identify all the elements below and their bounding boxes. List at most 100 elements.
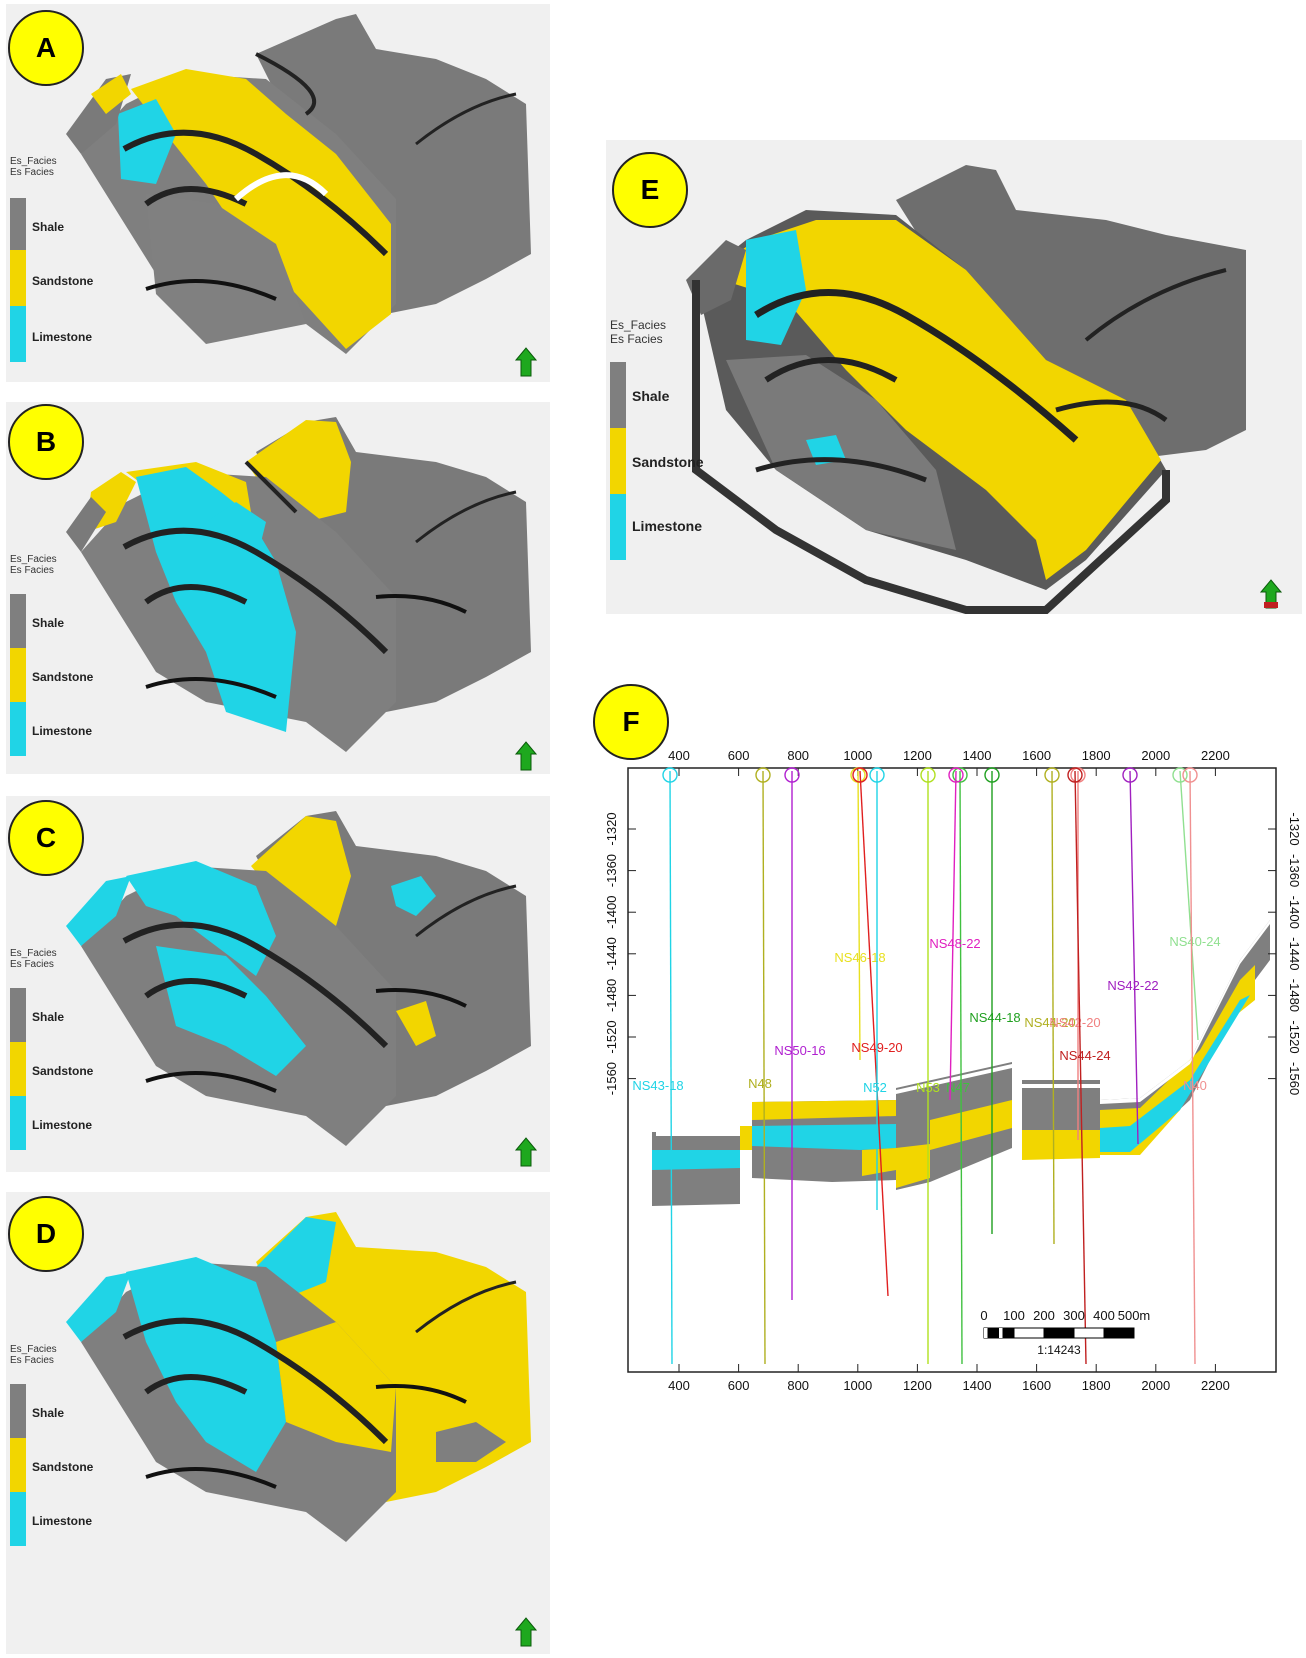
- legend-swatch-shale: [10, 594, 26, 648]
- x-tick-top-label: 2200: [1201, 748, 1230, 763]
- panel-a: Es_Facies Es Facies Shale Sandstone Lime…: [6, 4, 550, 382]
- legend-title-1: Es_Facies: [10, 948, 57, 959]
- well-head-icon: [948, 767, 964, 783]
- well-trajectory: [1129, 770, 1139, 1145]
- legend-title-1: Es_Facies: [10, 554, 57, 565]
- y-tick-right-label: -1440: [1287, 937, 1302, 970]
- panel-d: Es_Facies Es Facies Shale Sandstone Lime…: [6, 1192, 550, 1654]
- well-trajectory: [1074, 770, 1087, 1365]
- x-tick-top-label: 2000: [1141, 748, 1170, 763]
- well-label: NS40-24: [1169, 934, 1220, 949]
- north-arrow-icon: [514, 347, 538, 377]
- well-label: N40: [1183, 1078, 1207, 1093]
- x-tick-top-label: 1800: [1082, 748, 1111, 763]
- well-head-icon: [952, 767, 968, 783]
- legend-swatch-sandstone: [10, 648, 26, 702]
- well-label: NS42-20: [1049, 1015, 1100, 1030]
- legend: Es_Facies Es Facies Shale Sandstone Lime…: [610, 318, 720, 578]
- facies-model-c: [66, 811, 531, 1146]
- x-tick-top-label: 1000: [843, 748, 872, 763]
- x-tick-top-label: 1400: [963, 748, 992, 763]
- legend-title-1: Es_Facies: [10, 1344, 57, 1355]
- legend: Es_Facies Es Facies Shale Sandstone Lime…: [10, 554, 120, 756]
- scale-bar-tick-label: 0: [980, 1308, 987, 1323]
- legend-label-shale: Shale: [632, 388, 670, 404]
- well-head-icon: [1044, 767, 1060, 783]
- cross-section-frame: [627, 767, 1277, 1373]
- scale-bar-subsegment: [991, 1328, 995, 1338]
- legend-label-sandstone: Sandstone: [632, 454, 704, 470]
- x-tick-top-label: 1200: [903, 748, 932, 763]
- well-trajectory: [949, 770, 957, 1101]
- facies-model-e: [686, 165, 1246, 614]
- legend-label-shale: Shale: [32, 616, 65, 630]
- scale-ratio-label: 1:14243: [1037, 1343, 1081, 1357]
- legend-title-2: Es Facies: [10, 1355, 54, 1366]
- scale-bar-subsegment: [984, 1328, 988, 1338]
- legend-swatch-shale: [10, 198, 26, 250]
- y-tick-right-label: -1560: [1287, 1062, 1302, 1095]
- well-head-icon: [1070, 767, 1086, 783]
- panel-badge-e: E: [612, 152, 688, 228]
- scale-bar-segment: [1013, 1327, 1045, 1339]
- legend-label-limestone: Limestone: [32, 1514, 93, 1528]
- legend-label-shale: Shale: [32, 220, 65, 234]
- well-trajectory: [1189, 770, 1196, 1365]
- well-trajectory: [959, 770, 963, 1365]
- legend: Es_Facies Es Facies Shale Sandstone Lime…: [10, 948, 120, 1150]
- well-label: NS48-22: [929, 936, 980, 951]
- facies-model-a: [66, 14, 531, 354]
- scale-bar-subsegment: [999, 1328, 1003, 1338]
- legend-label-limestone: Limestone: [632, 518, 703, 534]
- x-tick-bottom-label: 600: [728, 1378, 750, 1393]
- y-tick-right-label: -1480: [1287, 979, 1302, 1012]
- legend-label-shale: Shale: [32, 1010, 65, 1024]
- well-label: NS42-22: [1107, 978, 1158, 993]
- well-trajectory: [857, 770, 861, 1061]
- legend-swatch-limestone: [10, 306, 26, 362]
- well-label: NS44-18: [969, 1010, 1020, 1025]
- panel-badge-d: D: [8, 1196, 84, 1272]
- x-tick-bottom-label: 2200: [1201, 1378, 1230, 1393]
- panel-e: Es_Facies Es Facies Shale Sandstone Lime…: [606, 140, 1302, 614]
- x-tick-bottom-label: 1200: [903, 1378, 932, 1393]
- panel-badge-f: F: [593, 684, 669, 760]
- legend-title-1: Es_Facies: [10, 156, 57, 167]
- scale-bar-segment: [1043, 1327, 1075, 1339]
- scale-bar-tick-label: 100: [1003, 1308, 1025, 1323]
- scale-bar-segment: [1103, 1327, 1135, 1339]
- legend: Es_Facies Es Facies Shale Sandstone Lime…: [10, 1344, 120, 1546]
- x-tick-top-label: 800: [787, 748, 809, 763]
- legend-title-1: Es_Facies: [610, 318, 667, 332]
- well-head-icon: [850, 767, 866, 783]
- legend-swatch-shale: [610, 362, 626, 428]
- legend-label-sandstone: Sandstone: [32, 1460, 94, 1474]
- y-tick-right-label: -1320: [1287, 812, 1302, 845]
- legend-label-limestone: Limestone: [32, 724, 93, 738]
- legend: Es_Facies Es Facies Shale Sandstone Lime…: [10, 156, 120, 362]
- north-arrow-icon: [514, 1137, 538, 1167]
- scale-bar-tick-label: 500m: [1118, 1308, 1151, 1323]
- well-label: N52: [863, 1080, 887, 1095]
- scale-bar-tick-label: 200: [1033, 1308, 1055, 1323]
- well-label: NS43-18: [632, 1078, 683, 1093]
- scale-bar-tick-label: 300: [1063, 1308, 1085, 1323]
- legend-swatch-sandstone: [10, 1042, 26, 1096]
- legend-label-sandstone: Sandstone: [32, 1064, 94, 1078]
- panel-badge-a: A: [8, 10, 84, 86]
- legend-title-2: Es Facies: [10, 565, 54, 576]
- legend-swatch-sandstone: [10, 250, 26, 306]
- x-tick-bottom-label: 2000: [1141, 1378, 1170, 1393]
- legend-label-sandstone: Sandstone: [32, 670, 94, 684]
- north-arrow-icon: [514, 741, 538, 771]
- scale-bar-segment: [1073, 1327, 1105, 1339]
- legend-swatch-limestone: [10, 1492, 26, 1546]
- legend-swatch-sandstone: [10, 1438, 26, 1492]
- legend-label-sandstone: Sandstone: [32, 274, 94, 288]
- legend-swatch-limestone: [10, 702, 26, 756]
- y-tick-left-label: -1360: [604, 854, 619, 887]
- well-trajectory: [762, 770, 766, 1365]
- legend-label-limestone: Limestone: [32, 1118, 93, 1132]
- well-trajectory: [669, 770, 673, 1365]
- y-tick-left-label: -1560: [604, 1062, 619, 1095]
